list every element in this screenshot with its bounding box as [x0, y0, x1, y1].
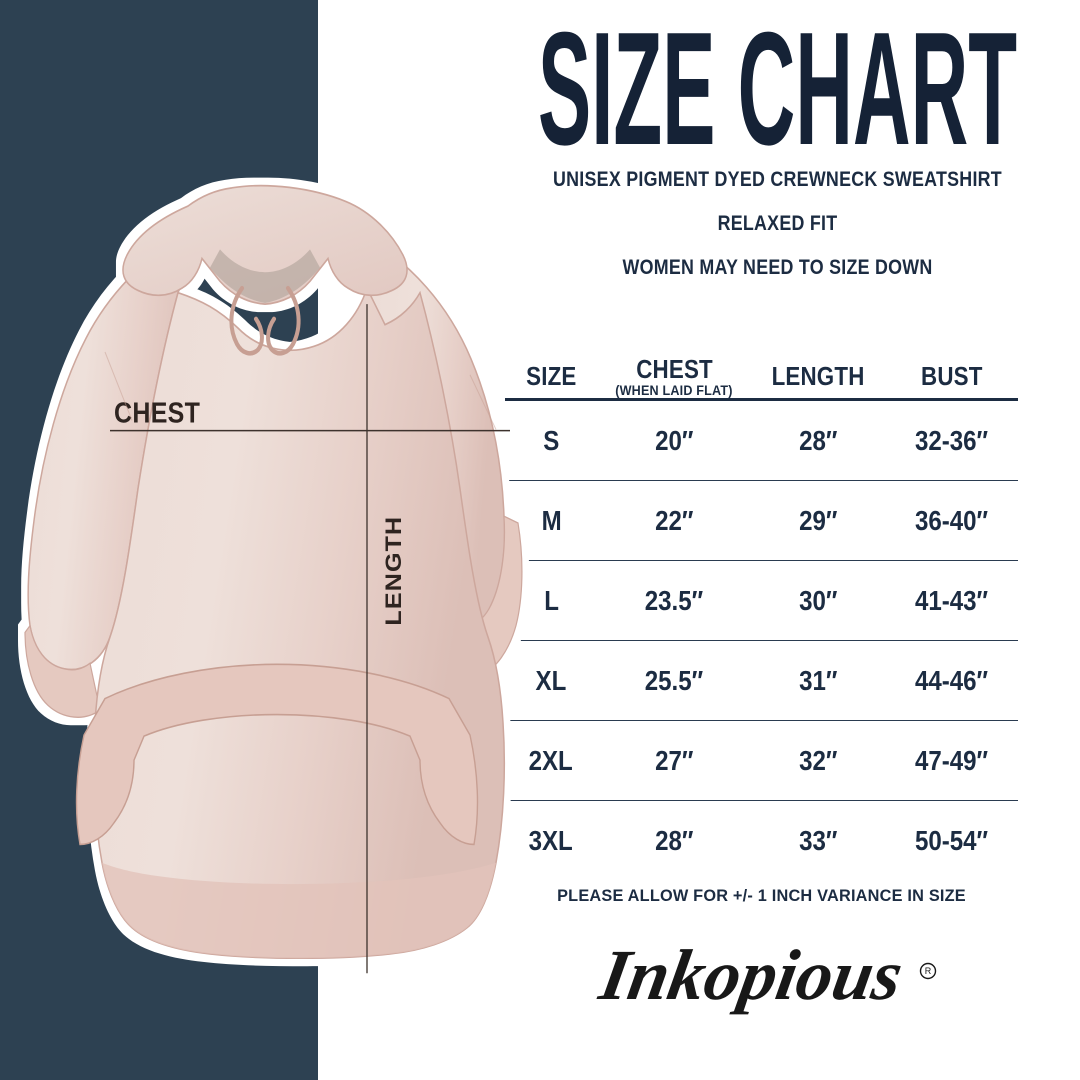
svg-text:CHEST: CHEST — [114, 397, 200, 429]
svg-text:LENGTH: LENGTH — [381, 516, 405, 626]
svg-text:R: R — [925, 966, 932, 976]
